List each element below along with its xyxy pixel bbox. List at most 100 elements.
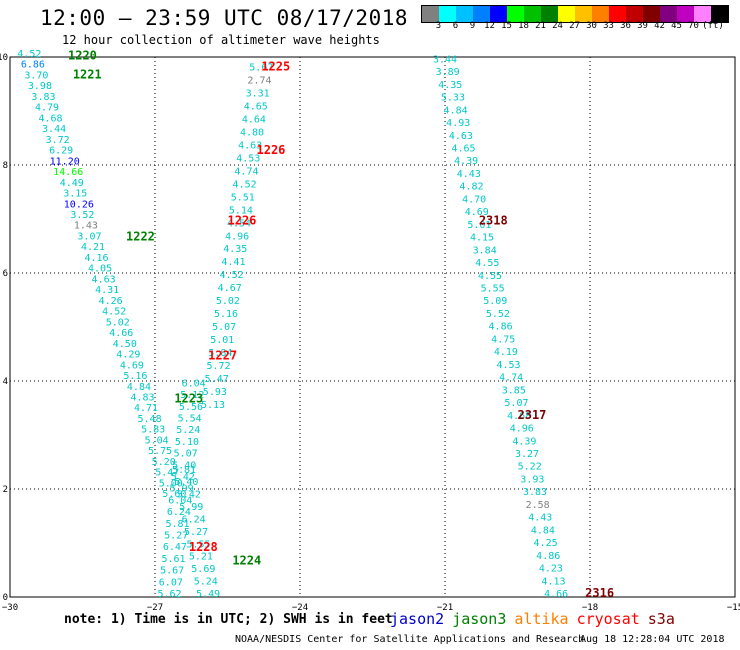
satellite-name: altika [514,610,569,628]
wave-height-value: 4.68 [39,113,63,124]
wave-height-value: 4.31 [95,285,119,296]
legend-swatch [422,6,439,22]
wave-height-value: 5.00 [159,478,183,489]
satellite-name: jason3 [452,610,507,628]
wave-height-value: 5.12 [180,390,204,401]
wave-height-value: 4.64 [242,114,266,125]
wave-height-value: 5.14 [229,205,253,216]
satellite-legend: jason2 jason3 altika cryosat s3a [390,610,683,628]
wave-height-value: 4.15 [470,233,494,244]
wave-height-value: 5.09 [483,296,507,307]
wave-height-value: 4.50 [113,339,137,350]
wave-height-value: 4.65 [244,101,268,112]
wave-height-value: 4.39 [512,436,536,447]
pass-number-label: 1227 [208,348,237,362]
legend-label: 39 [637,21,648,31]
wave-height-value: 4.53 [496,360,520,371]
legend-label: 27 [569,21,580,31]
y-tick-label: 2 [3,485,8,495]
wave-height-value: 4.70 [462,194,486,205]
wave-height-value: 4.83 [130,392,154,403]
wave-height-value: 5.67 [249,63,273,74]
wave-height-value: 4.52 [220,270,244,281]
wave-height-value: 5.01 [210,335,234,346]
wave-height-value: 4.35 [223,244,247,255]
wave-height-value: 6.04 [182,378,206,389]
wave-height-value: 4.41 [221,257,245,268]
legend-swatch [524,6,541,22]
wave-height-value: 4.68 [507,411,531,422]
wave-height-value: 4.86 [536,551,560,562]
footer-note: note: 1) Time is in UTC; 2) SWH is in fe… [64,612,393,627]
pass-number-label: 1225 [261,60,290,74]
wave-height-value: 4.05 [88,264,112,275]
wave-height-value: 3.98 [28,81,52,92]
wave-height-value: 3.84 [473,245,497,256]
wave-height-value: 6.86 [21,60,45,71]
y-tick-label: 10 [0,53,8,63]
wave-height-value: 3.07 [77,231,101,242]
wave-height-value: 3.27 [515,449,539,460]
wave-height-value: 5.84 [208,348,232,359]
wave-height-value: 5.61 [161,554,185,565]
y-tick-label: 0 [3,593,8,603]
wave-height-value: 6.24 [182,514,206,525]
wave-height-value: 6.47 [163,542,187,553]
wave-height-value: 5.04 [145,435,169,446]
pass-number-label: 1228 [189,540,218,554]
wave-height-value: 4.19 [494,347,518,358]
wave-height-value: 3.70 [24,70,48,81]
wave-height-value: 4.25 [534,538,558,549]
wave-height-value: 4.23 [539,564,563,575]
wave-height-value: 4.75 [491,334,515,345]
wave-height-value: 2.58 [526,500,550,511]
wave-height-value: 3.44 [42,124,66,135]
wave-height-value: 5.48 [138,414,162,425]
legend-label: 42 [654,21,665,31]
legend-label: 9 [469,21,476,31]
wave-height-value: 4.84 [531,525,555,536]
wave-height-value: 5.40 [174,477,198,488]
wave-height-value: 10.26 [64,199,94,210]
pass-number-label: 1226 [228,213,257,227]
wave-height-value: 5.47 [205,374,229,385]
wave-height-value: 5.67 [160,566,184,577]
legend-swatch [473,6,490,22]
legend-swatch [507,6,524,22]
legend-swatch [592,6,609,22]
wave-height-value: 4.63 [449,131,473,142]
wave-height-value: 5.72 [207,361,231,372]
wave-height-value: 5.10 [175,437,199,448]
wave-height-value: 5.60 [162,489,186,500]
wave-height-value: 5.07 [174,449,198,460]
wave-height-value: 5.07 [212,322,236,333]
wave-height-value: 5.02 [216,296,240,307]
wave-height-value: 6.24 [167,507,191,518]
x-tick-label: −15 [727,603,740,613]
wave-height-value: 4.74 [234,166,258,177]
map-title: 12:00 – 23:59 UTC 08/17/2018 [40,6,409,30]
wave-height-value: 4.96 [510,424,534,435]
legend-label: 6 [452,21,459,31]
legend-swatch [558,6,575,22]
legend-label: 3 [435,21,442,31]
wave-height-value: 4.79 [35,103,59,114]
wave-height-value: 4.52 [102,307,126,318]
wave-height-value: 5.24 [194,577,218,588]
wave-height-value: 2.74 [247,75,271,86]
legend-swatch [541,6,558,22]
wave-height-value: 5.33 [441,93,465,104]
legend-swatch [643,6,660,22]
wave-height-value: 4.82 [459,182,483,193]
legend-label: 21 [535,21,546,31]
wave-height-value: 6.07 [159,577,183,588]
wave-height-value: 4.74 [499,373,523,384]
x-tick-label: −30 [2,603,18,613]
pass-number-label: 1222 [126,230,155,244]
x-tick-label: −18 [582,603,598,613]
wave-height-value: 4.69 [465,207,489,218]
plot-frame [9,56,736,598]
wave-height-value: 4.35 [438,80,462,91]
wave-height-value: 4.26 [99,296,123,307]
